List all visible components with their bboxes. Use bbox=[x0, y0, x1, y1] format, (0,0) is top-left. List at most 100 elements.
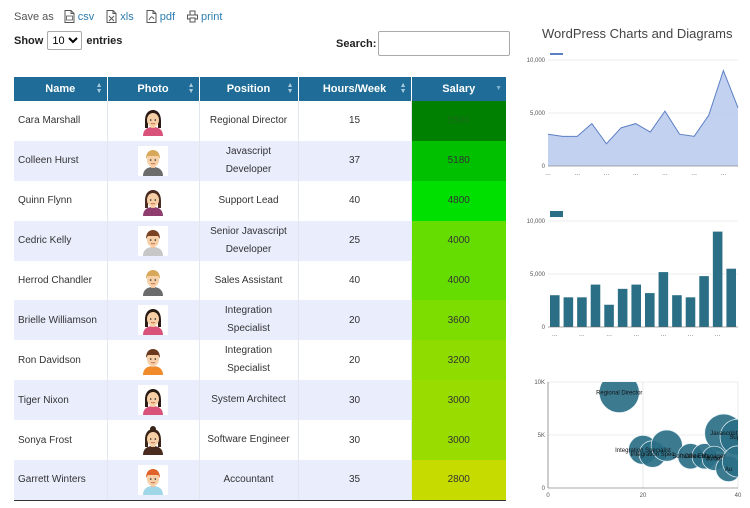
x-tick-label: … bbox=[603, 171, 609, 177]
cell-name: Herrod Chandler bbox=[14, 260, 108, 301]
bar bbox=[712, 231, 723, 327]
xls-file-icon bbox=[106, 10, 117, 23]
x-tick-label: … bbox=[720, 171, 726, 177]
bar bbox=[631, 284, 641, 327]
cell-hours: 40 bbox=[298, 180, 412, 221]
cell-position: Integration Specialist bbox=[199, 340, 299, 381]
y-tick-label: 10,000 bbox=[527, 58, 546, 64]
page-length-select[interactable]: 10 bbox=[47, 31, 83, 50]
woman-dark-hair-icon bbox=[138, 185, 168, 216]
cell-salary: 3000 bbox=[411, 420, 506, 461]
employee-table: Name ▲ ▼ Photo ▲ ▼ Position ▲ ▼ Hours/Week ▲ ▼ S… bbox=[14, 77, 506, 500]
printer-icon bbox=[187, 10, 198, 23]
cell-photo bbox=[107, 420, 200, 461]
table-row: Cedric Kelly Senior Javascript Developer… bbox=[14, 220, 506, 261]
bubble-label: Junior bbox=[706, 456, 722, 462]
cell-hours: 20 bbox=[298, 340, 412, 381]
pdf-file-icon bbox=[146, 10, 157, 23]
column-chart-svg: 05,00010,000………………… bbox=[527, 211, 738, 338]
column-header-label: Hours/Week bbox=[322, 83, 387, 95]
search-label: Search: bbox=[336, 37, 377, 50]
y-tick-label: 10K bbox=[534, 380, 545, 386]
export-csv-button[interactable]: csv bbox=[64, 10, 95, 23]
cell-salary: 4800 bbox=[411, 180, 506, 221]
cell-name: Ron Davidson bbox=[14, 340, 108, 381]
area-line bbox=[547, 69, 739, 145]
cell-photo bbox=[107, 260, 200, 301]
y-tick-label: 10,000 bbox=[527, 219, 546, 225]
table-row: Sonya Frost Software Engineer 30 3000 bbox=[14, 420, 506, 461]
bubble bbox=[722, 445, 738, 478]
cell-position: Integration Specialist bbox=[199, 300, 299, 341]
bubble-label: Office Manager bbox=[684, 454, 725, 460]
cell-salary: 5180 bbox=[411, 140, 506, 181]
bubble-label: Au bbox=[725, 467, 732, 473]
sort-icon: ▲ ▼ bbox=[399, 82, 407, 95]
cell-photo bbox=[107, 460, 200, 500]
column-chart: 0 5,000 10,000………………… bbox=[522, 205, 740, 348]
cell-photo bbox=[107, 220, 200, 261]
column-header-name[interactable]: Name ▲ ▼ bbox=[14, 77, 108, 101]
cell-position: Software Engineer bbox=[199, 420, 299, 461]
bubble-label: Integration Specialist bbox=[615, 448, 671, 454]
man-blond-hair-icon bbox=[138, 265, 168, 296]
page-length-control: Show 10 entries bbox=[14, 31, 122, 50]
cell-photo bbox=[107, 140, 200, 181]
cell-salary: 4000 bbox=[411, 220, 506, 261]
man-blond-hair-icon bbox=[138, 145, 168, 176]
x-tick-label: 20 bbox=[640, 493, 647, 499]
export-pdf-button[interactable]: pdf bbox=[146, 10, 175, 23]
x-tick-label: … bbox=[662, 171, 668, 177]
search-input[interactable] bbox=[378, 31, 511, 56]
cell-hours: 25 bbox=[298, 220, 412, 261]
bar bbox=[577, 297, 587, 327]
cell-hours: 20 bbox=[298, 300, 412, 341]
table-row: Quinn Flynn Support Lead 40 4800 bbox=[14, 180, 506, 221]
table-row: Herrod Chandler Sales Assistant 40 4000 bbox=[14, 260, 506, 301]
entries-label: entries bbox=[86, 34, 123, 47]
boy-brown-hair-icon bbox=[138, 345, 168, 376]
legend-swatch bbox=[550, 53, 563, 55]
column-header-label: Position bbox=[226, 83, 271, 95]
export-csv-label: csv bbox=[77, 10, 95, 23]
cell-name: Cedric Kelly bbox=[14, 220, 108, 261]
x-tick-label: … bbox=[688, 332, 694, 338]
bar bbox=[699, 276, 709, 327]
cell-name: Tiger Nixon bbox=[14, 380, 108, 421]
cell-position: Regional Director bbox=[199, 101, 299, 141]
cell-hours: 15 bbox=[298, 101, 412, 141]
area-fill bbox=[548, 70, 738, 166]
bubble-label: Suppo bbox=[729, 435, 744, 441]
x-tick-label: … bbox=[552, 332, 558, 338]
cell-name: Quinn Flynn bbox=[14, 180, 108, 221]
cell-hours: 30 bbox=[298, 380, 412, 421]
woman-bun-hair-icon bbox=[138, 425, 168, 456]
x-tick-label: 0 bbox=[546, 493, 550, 499]
x-tick-label: … bbox=[633, 171, 639, 177]
cell-position: Sales Assistant bbox=[199, 260, 299, 301]
cell-salary: 3200 bbox=[411, 340, 506, 381]
sort-icon: ▲ ▼ bbox=[95, 82, 103, 95]
bar bbox=[604, 304, 614, 327]
x-tick-label: … bbox=[660, 332, 666, 338]
x-tick-label: … bbox=[574, 171, 580, 177]
cell-name: Colleen Hurst bbox=[14, 140, 108, 181]
x-tick-label: … bbox=[633, 332, 639, 338]
export-print-button[interactable]: print bbox=[187, 10, 222, 23]
cell-position: Accountant bbox=[199, 460, 299, 500]
bubble-label: Software Eng bbox=[672, 454, 708, 460]
column-header-salary[interactable]: Salary ▼ bbox=[411, 77, 506, 101]
export-pdf-label: pdf bbox=[159, 10, 175, 23]
export-xls-button[interactable]: xls bbox=[106, 10, 134, 23]
column-header-photo[interactable]: Photo ▲ ▼ bbox=[107, 77, 200, 101]
column-header-position[interactable]: Position ▲ ▼ bbox=[199, 77, 299, 101]
cell-salary: 3600 bbox=[411, 300, 506, 341]
column-header-hours[interactable]: Hours/Week ▲ ▼ bbox=[298, 77, 412, 101]
export-xls-label: xls bbox=[120, 10, 134, 23]
bar bbox=[658, 272, 669, 327]
table-row: Ron Davidson Integration Specialist 20 3… bbox=[14, 340, 506, 381]
cell-position: Javascript Developer bbox=[199, 140, 299, 181]
cell-position: Support Lead bbox=[199, 180, 299, 221]
y-tick-label: 0 bbox=[542, 164, 546, 170]
woman-black-hair-icon bbox=[138, 105, 168, 136]
